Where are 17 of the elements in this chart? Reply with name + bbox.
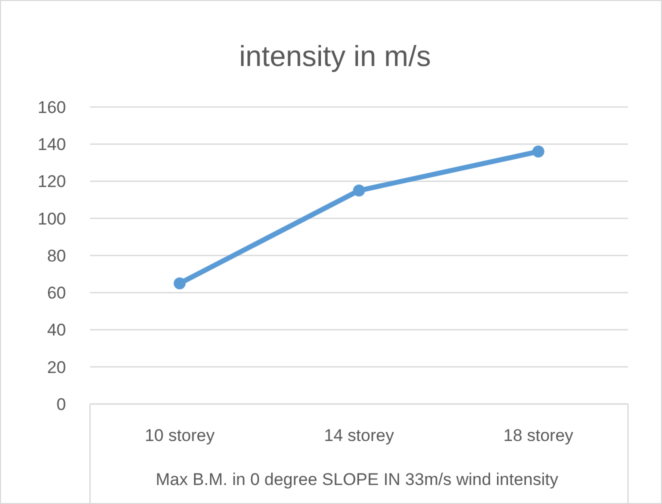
chart-title: intensity in m/s bbox=[239, 41, 431, 73]
x-axis-title: Max B.M. in 0 degree SLOPE IN 33m/s wind intensity bbox=[156, 470, 559, 489]
y-tick-label: 40 bbox=[47, 320, 66, 340]
y-tick-label: 60 bbox=[47, 284, 66, 303]
y-tick-label: 120 bbox=[38, 172, 66, 192]
y-tick-label: 140 bbox=[38, 135, 66, 154]
point bbox=[353, 184, 365, 197]
y-tick-label: 100 bbox=[38, 209, 66, 228]
y-tick-label: 0 bbox=[56, 394, 66, 414]
point bbox=[532, 146, 544, 158]
x-tick-label: 14 storey bbox=[324, 426, 394, 445]
x-tick-label: 18 storey bbox=[503, 426, 574, 445]
x-tick-label: 10 storey bbox=[144, 426, 216, 445]
y-tick-label: 80 bbox=[47, 246, 66, 266]
y-tick-label: 20 bbox=[47, 358, 66, 377]
point bbox=[174, 277, 186, 290]
y-tick-label: 160 bbox=[38, 98, 66, 117]
